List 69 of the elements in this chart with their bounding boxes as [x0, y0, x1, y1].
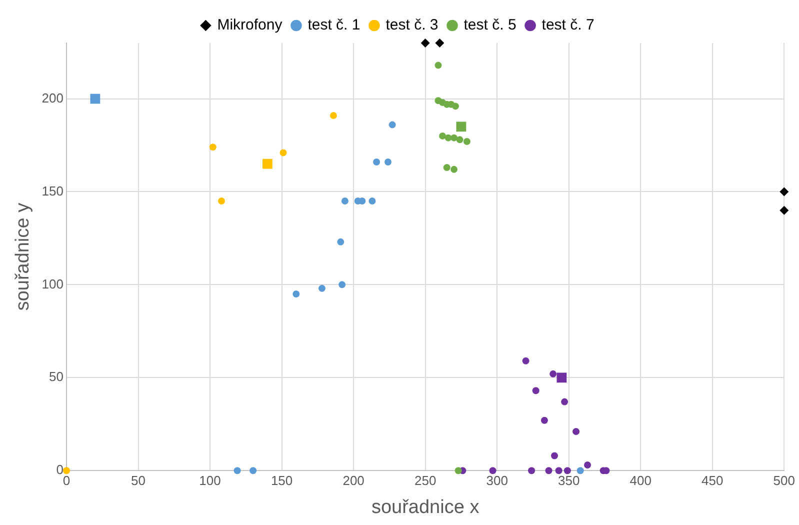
point: [780, 206, 789, 215]
point: [341, 198, 348, 205]
point: [420, 38, 430, 48]
point: [522, 357, 530, 364]
y-axis-title: souřadnice y: [12, 202, 34, 311]
legend-label: test č. 7: [542, 16, 594, 34]
point: [564, 467, 571, 474]
point: [463, 138, 470, 146]
x-tick-label: 150: [270, 472, 293, 488]
point: [489, 467, 496, 474]
legend-label: test č. 3: [386, 16, 438, 34]
point: [532, 387, 540, 394]
point: [450, 166, 458, 173]
y-tick-label: 200: [42, 90, 64, 106]
x-tick-label: 100: [199, 472, 221, 488]
legend-label: Mikrofony: [217, 16, 283, 34]
point: [540, 416, 548, 424]
point: [434, 62, 442, 69]
point: [330, 112, 337, 120]
x-tick-label: 350: [558, 472, 580, 488]
y-tick-label: 100: [42, 276, 64, 292]
point: [456, 122, 466, 132]
x-tick-label: 250: [414, 472, 436, 488]
point: [454, 467, 462, 474]
point: [209, 144, 216, 151]
point: [435, 38, 444, 48]
point: [368, 198, 376, 205]
point: [439, 132, 446, 140]
point: [550, 370, 557, 378]
point: [584, 462, 592, 469]
point: [234, 467, 241, 474]
legend-label: test č. 1: [308, 16, 360, 34]
x-tick-label: 400: [630, 472, 652, 488]
point: [561, 398, 568, 406]
point: [556, 372, 567, 383]
x-tick-label: 50: [131, 472, 146, 488]
point: [292, 290, 300, 298]
point: [90, 94, 100, 104]
point: [62, 467, 70, 474]
y-tick-label: 0: [56, 462, 64, 478]
point: [456, 136, 464, 144]
x-axis-title: souřadnice x: [371, 496, 480, 518]
point: [262, 158, 272, 169]
point: [337, 238, 344, 246]
point: [218, 198, 226, 205]
point: [443, 164, 450, 172]
point: [551, 452, 558, 460]
point: [450, 134, 458, 142]
point: [576, 467, 584, 474]
point: [373, 158, 380, 166]
point: [528, 467, 536, 474]
x-tick-label: 200: [342, 472, 364, 488]
point: [780, 187, 789, 196]
legend-label: test č. 5: [464, 16, 516, 34]
point: [452, 102, 459, 110]
point: [250, 467, 257, 474]
point: [555, 467, 562, 474]
point: [572, 428, 580, 436]
point: [318, 284, 326, 292]
x-tick-label: 450: [702, 472, 724, 488]
y-tick-label: 50: [49, 369, 64, 384]
point: [545, 467, 552, 474]
x-tick-label: 500: [773, 472, 796, 488]
point: [384, 158, 392, 166]
y-tick-label: 150: [42, 183, 64, 198]
point: [388, 121, 396, 128]
point: [338, 281, 346, 288]
point: [280, 149, 287, 156]
x-tick-label: 300: [486, 472, 508, 488]
